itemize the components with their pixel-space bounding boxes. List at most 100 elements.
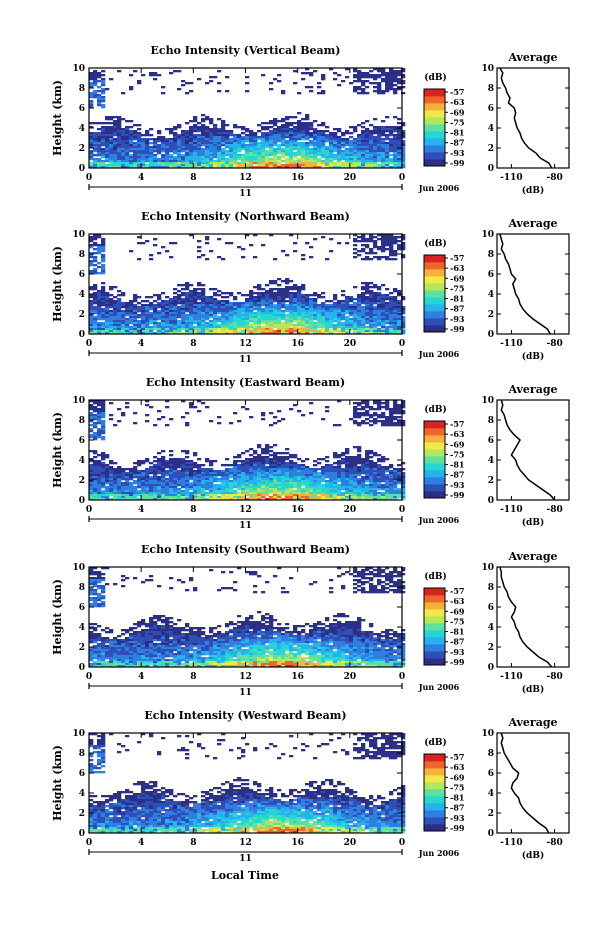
heatmap-cell — [89, 428, 94, 431]
heatmap-cell — [133, 144, 138, 147]
heatmap-cell — [101, 414, 106, 417]
heatmap-cell — [361, 238, 366, 241]
heatmap-cell — [205, 468, 210, 471]
heatmap-cell — [273, 460, 278, 463]
heatmap-cell — [237, 140, 242, 143]
heatmap-cell — [229, 472, 234, 475]
heatmap-cell — [169, 162, 174, 165]
heatmap-cell — [237, 308, 242, 311]
heatmap-cell — [145, 322, 150, 325]
heatmap-cell — [129, 314, 134, 317]
heatmap-cell — [229, 464, 234, 467]
heatmap-cell — [401, 312, 406, 315]
heatmap-cell — [305, 332, 310, 335]
heatmap-cell — [377, 420, 382, 423]
heatmap-cell — [281, 328, 286, 331]
heatmap-cell — [301, 286, 306, 289]
heatmap-cell — [145, 150, 150, 153]
heatmap-cell — [397, 404, 402, 407]
heatmap-cell — [289, 152, 294, 155]
heatmap-cell — [117, 312, 122, 315]
heatmap-cell — [177, 458, 182, 461]
heatmap-cell — [381, 420, 386, 423]
heatmap-cell — [89, 82, 94, 85]
heatmap-cell — [325, 300, 330, 303]
heatmap-cell — [145, 144, 150, 147]
heatmap-cell — [325, 466, 330, 469]
heatmap-cell — [89, 122, 94, 125]
heatmap-cell — [357, 312, 362, 315]
heatmap-cell — [373, 326, 378, 329]
heatmap-cell — [389, 298, 394, 301]
heatmap-cell — [101, 456, 106, 459]
heatmap-cell — [149, 150, 154, 153]
heatmap-cell — [109, 138, 114, 141]
heatmap-cell — [161, 140, 166, 143]
heatmap-cell — [249, 460, 254, 463]
heatmap-cell — [97, 430, 102, 433]
heatmap-cell — [101, 304, 106, 307]
heatmap-cell — [225, 306, 230, 309]
heatmap-cell — [289, 292, 294, 295]
heatmap-cell — [161, 472, 166, 475]
heatmap-cell — [101, 104, 106, 107]
heatmap-cell — [293, 82, 298, 85]
heatmap-cell — [153, 148, 158, 151]
heatmap-cell — [225, 150, 230, 153]
heatmap-cell — [381, 128, 386, 131]
heatmap-cell — [309, 308, 314, 311]
heatmap-cell — [249, 150, 254, 153]
heatmap-cell — [157, 460, 162, 463]
heatmap-cell — [349, 160, 354, 163]
heatmap-cell — [373, 130, 378, 133]
heatmap-cell — [225, 124, 230, 127]
heatmap-cell — [365, 412, 370, 415]
heatmap-cell — [97, 418, 102, 421]
heatmap-cell — [193, 480, 198, 483]
heatmap-cell — [333, 154, 338, 157]
heatmap-cell — [101, 458, 106, 461]
heatmap-cell — [337, 468, 342, 471]
heatmap-cell — [381, 242, 386, 245]
heatmap-cell — [245, 146, 250, 149]
heatmap-cell — [181, 470, 186, 473]
heatmap-cell — [105, 478, 110, 481]
heatmap-cell — [125, 166, 130, 169]
heatmap-cell — [185, 304, 190, 307]
heatmap-cell — [309, 156, 314, 159]
heatmap-cell — [233, 158, 238, 161]
heatmap-cell — [93, 296, 98, 299]
heatmap-cell — [225, 474, 230, 477]
heatmap-cell — [353, 326, 358, 329]
heatmap-cell — [189, 482, 194, 485]
heatmap-cell — [101, 430, 106, 433]
heatmap-cell — [197, 142, 202, 145]
heatmap-cell — [101, 150, 106, 153]
heatmap-cell — [233, 156, 238, 159]
heatmap-cell — [293, 474, 298, 477]
heatmap-cell — [309, 304, 314, 307]
heatmap-cell — [245, 318, 250, 321]
heatmap-cell — [105, 332, 110, 335]
heatmap-cell — [377, 156, 382, 159]
heatmap-cell — [101, 96, 106, 99]
heatmap-cell — [349, 470, 354, 473]
heatmap-cell — [101, 288, 106, 291]
heatmap-cell — [89, 322, 94, 325]
heatmap-cell — [373, 296, 378, 299]
heatmap-cell — [121, 292, 126, 295]
heatmap-cell — [369, 466, 374, 469]
heatmap-cell — [385, 74, 390, 77]
heatmap-cell — [381, 74, 386, 77]
heatmap-cell — [361, 130, 366, 133]
heatmap-cell — [201, 114, 206, 117]
colorbar-unit: (dB) — [424, 238, 446, 249]
heatmap-cell — [169, 466, 174, 469]
heatmap-cell — [253, 136, 258, 139]
heatmap-cell — [217, 148, 222, 151]
heatmap-cell — [105, 142, 110, 145]
heatmap-cell — [337, 164, 342, 167]
heatmap-cell — [125, 128, 130, 131]
heatmap-cell — [177, 148, 182, 151]
heatmap-cell — [365, 86, 370, 89]
